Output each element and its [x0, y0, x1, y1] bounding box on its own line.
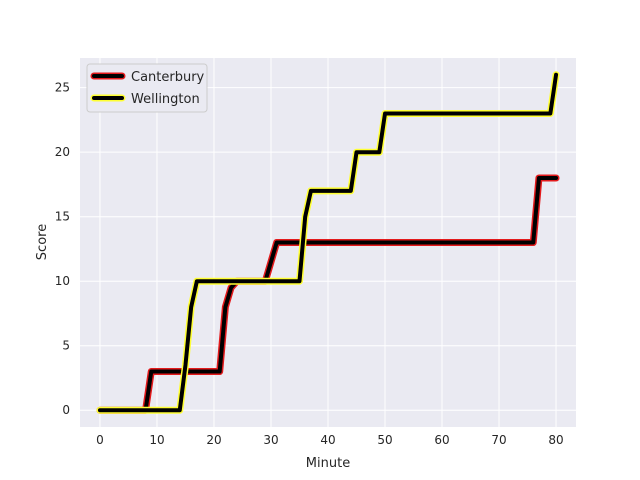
legend-label-canterbury: Canterbury — [131, 70, 205, 85]
y-tick-label: 25 — [55, 81, 70, 95]
y-tick-label: 10 — [55, 274, 70, 288]
legend: Canterbury Wellington — [86, 63, 208, 113]
x-tick-label: 20 — [206, 433, 221, 447]
tick-labels: 0 10 20 30 40 50 60 70 80 0 5 10 15 20 25 — [55, 81, 564, 447]
x-tick-label: 50 — [377, 433, 392, 447]
x-tick-label: 30 — [263, 433, 278, 447]
y-tick-label: 5 — [62, 339, 70, 353]
series-line-wellington — [97, 72, 559, 413]
y-axis-label: Score — [35, 224, 50, 260]
x-tick-label: 0 — [96, 433, 104, 447]
grid-lines — [80, 58, 576, 427]
x-tick-label: 70 — [491, 433, 506, 447]
y-tick-label: 0 — [62, 403, 70, 417]
x-tick-label: 10 — [149, 433, 164, 447]
series-lines — [96, 71, 560, 414]
x-tick-label: 40 — [320, 433, 335, 447]
x-tick-label: 60 — [434, 433, 449, 447]
x-axis-label: Minute — [306, 456, 350, 471]
x-tick-label: 80 — [548, 433, 563, 447]
y-tick-label: 20 — [55, 145, 70, 159]
y-tick-label: 15 — [55, 210, 70, 224]
legend-label-wellington: Wellington — [131, 92, 200, 107]
